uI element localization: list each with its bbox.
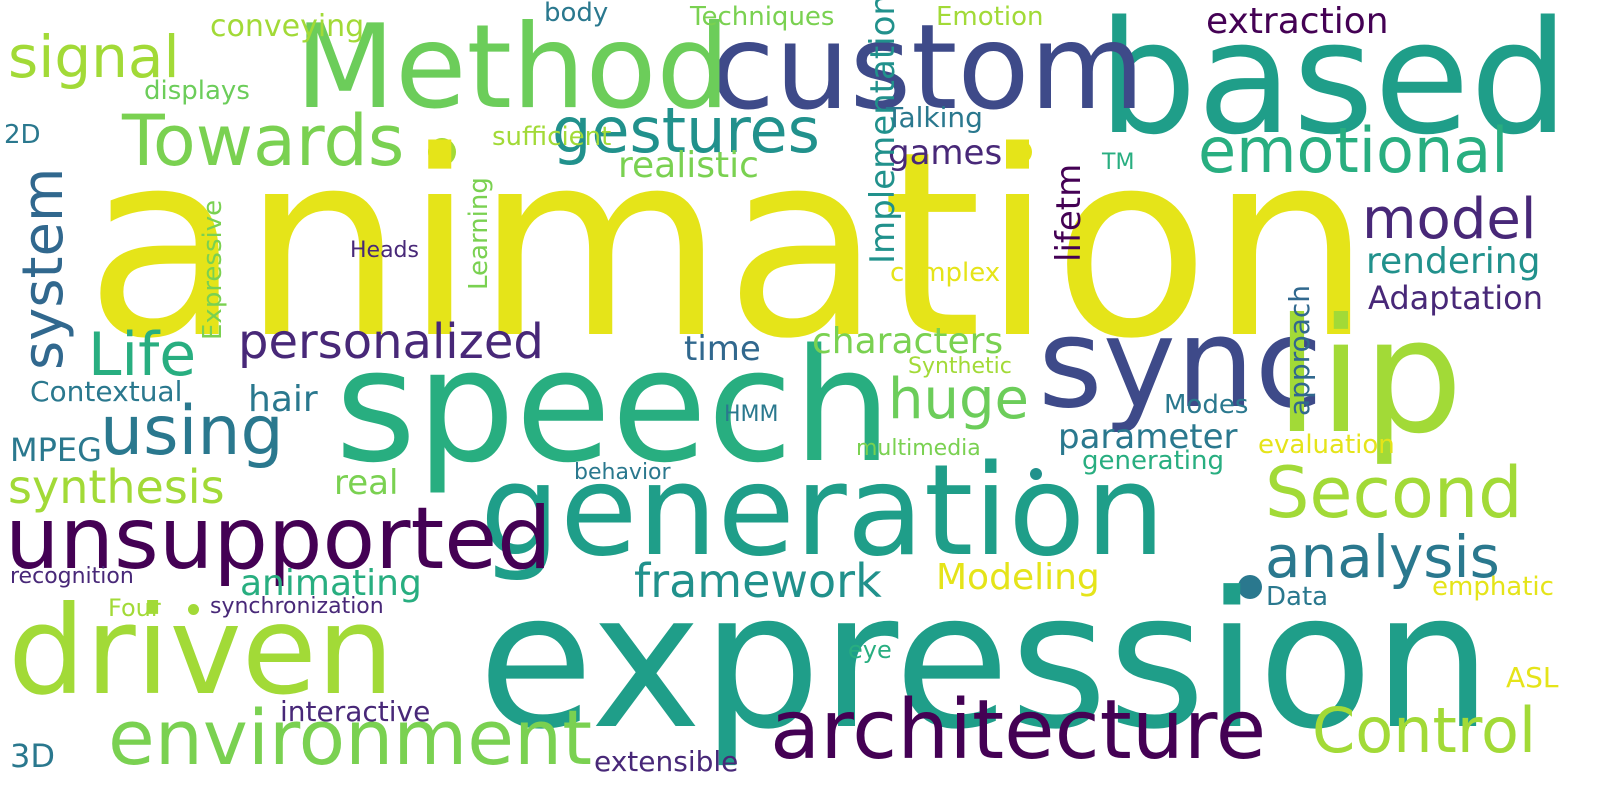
- word-animation: animation: [85, 97, 1372, 395]
- word-conveying: displays: [144, 76, 250, 106]
- word-generation: generation: [480, 437, 1166, 584]
- word-3D: 3D: [10, 737, 55, 775]
- word-parameter: parameter: [1058, 417, 1238, 457]
- word-Method: Method: [295, 0, 731, 135]
- word-framework: framework: [634, 554, 882, 608]
- word-Learning: Learning: [464, 177, 494, 290]
- dot-mark: [188, 604, 199, 615]
- word-Adaptation: Adaptation: [1368, 279, 1544, 317]
- word-games: games: [888, 133, 1003, 173]
- word-synthesis: synthesis: [8, 460, 225, 514]
- word-Techniques: Emotion: [936, 2, 1044, 32]
- word-Contextual: Contextual: [30, 375, 183, 408]
- word-signal: signal: [8, 23, 180, 91]
- word-multimedia: multimedia: [856, 436, 981, 461]
- word-unsupported: unsupported: [5, 489, 552, 589]
- word-Emotion: body: [544, 0, 609, 28]
- word-synchronization: synchronization: [210, 594, 384, 619]
- word-behavior: behavior: [574, 460, 671, 485]
- word-extraction: extraction: [1206, 1, 1389, 42]
- word-Life: Life: [88, 320, 197, 390]
- word-2D: sufficient: [492, 122, 612, 152]
- word-model: model: [1362, 187, 1537, 252]
- word-expression: expression: [478, 552, 1493, 771]
- word-complex: complex: [890, 258, 1001, 288]
- word-real: real: [334, 463, 399, 503]
- word-ASL: ASL: [1506, 661, 1559, 694]
- word-based: based: [1098, 0, 1569, 169]
- word-Talking: TM: [1102, 150, 1135, 175]
- word-Heads: Heads: [350, 238, 419, 263]
- dot-mark: [1238, 575, 1262, 599]
- word-Modes: Modes: [1164, 390, 1249, 420]
- word-approach: approach: [1283, 284, 1316, 416]
- word-evaluation: evaluation: [1258, 430, 1395, 460]
- word-displays: 2D: [4, 120, 41, 150]
- word-body: conveying: [210, 9, 365, 44]
- word-realistic: realistic: [618, 145, 759, 186]
- word-Data: Data: [1266, 582, 1329, 612]
- word-Implementation: Techniques: [690, 2, 835, 32]
- word-lip: lip: [1275, 285, 1464, 469]
- word-analysis: analysis: [1265, 523, 1500, 591]
- word-interactive: interactive: [280, 695, 431, 728]
- dot-mark: [1030, 468, 1042, 480]
- word-characters: characters: [812, 321, 1004, 362]
- word-animating: animating: [240, 563, 422, 604]
- word-sufficient: Talking: [886, 101, 983, 134]
- word-sync: sync: [1038, 292, 1323, 436]
- word-speech: speech: [335, 315, 892, 497]
- word-using: using: [100, 392, 284, 471]
- word-Control: Control: [1312, 694, 1537, 767]
- word-Synthetic: Synthetic: [908, 354, 1012, 379]
- dot-mark: [428, 138, 456, 166]
- word-driven: driven: [8, 580, 395, 722]
- word-Four: Four: [108, 594, 161, 622]
- word-generating: generating: [1082, 446, 1224, 476]
- word-recognition: recognition: [10, 564, 134, 589]
- dot-mark: [1008, 140, 1032, 164]
- word-Towards: Towards: [122, 100, 405, 182]
- word-emphatic: emphatic: [1432, 572, 1554, 602]
- word-extensible: extensible: [594, 745, 739, 778]
- word-time: time: [684, 329, 761, 369]
- word-Second: Second: [1265, 452, 1523, 534]
- word-rendering: rendering: [1366, 241, 1541, 282]
- word-gestures: gestures: [552, 94, 820, 167]
- word-eye: eye: [848, 636, 892, 664]
- word-huge: huge: [888, 367, 1029, 432]
- word-system: system: [11, 167, 76, 370]
- word-MPEG: MPEG: [10, 431, 102, 469]
- word-lifetm: lifetm: [1049, 163, 1089, 262]
- word-environment: environment: [108, 693, 593, 782]
- word-Modeling: Modeling: [936, 557, 1100, 598]
- word-architecture: architecture: [770, 683, 1267, 778]
- word-hair: hair: [248, 379, 318, 420]
- word-personalized: personalized: [238, 314, 544, 370]
- word-Expressive: Expressive: [198, 199, 228, 340]
- word-emotional: emotional: [1198, 114, 1509, 187]
- word-custom: custom: [710, 0, 1145, 136]
- word-HMM: HMM: [724, 402, 779, 427]
